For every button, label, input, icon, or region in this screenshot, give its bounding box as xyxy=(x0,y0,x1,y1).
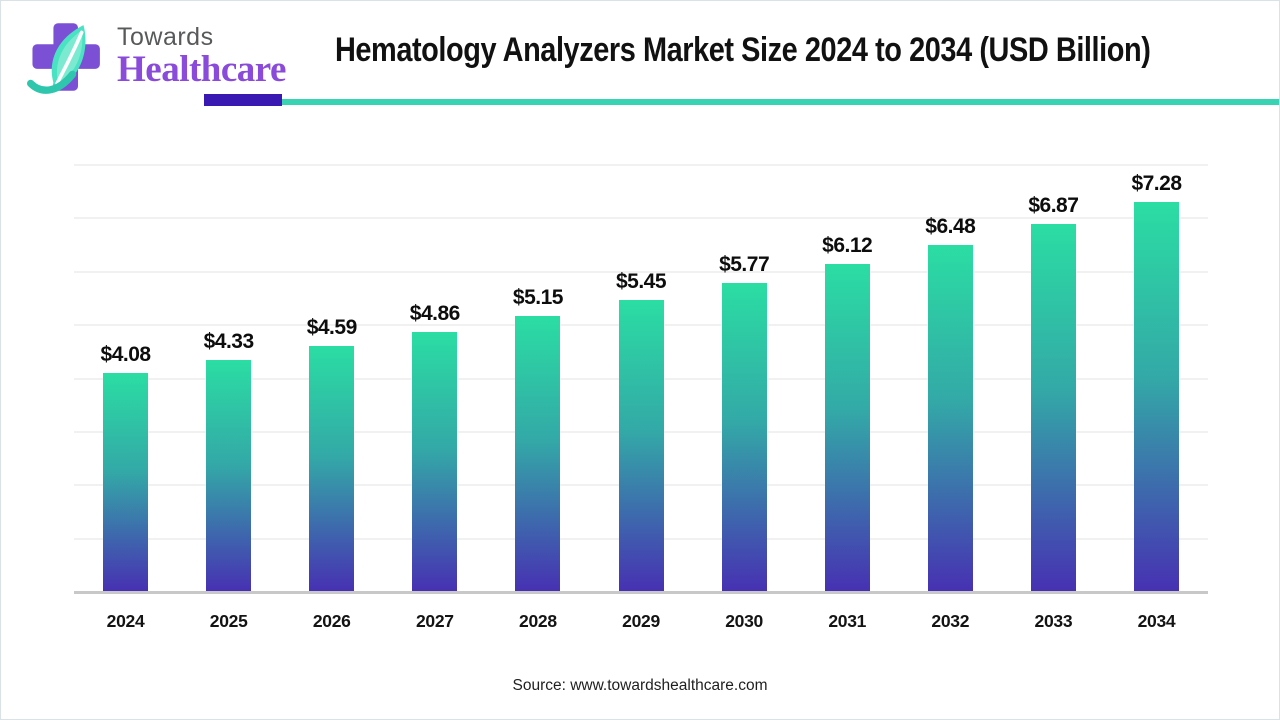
medical-cross-leaf-icon xyxy=(27,23,100,94)
logo-wordmark: Towards Healthcare xyxy=(117,24,286,89)
bar-column: $4.33 xyxy=(177,164,280,591)
bar-value-label: $4.08 xyxy=(100,343,152,367)
bar-value-label: $5.15 xyxy=(512,286,564,310)
gridline xyxy=(74,270,1208,273)
bar-value-label: $4.86 xyxy=(409,301,461,325)
title-underline-teal-accent xyxy=(282,99,1279,105)
bar xyxy=(721,283,767,591)
bar-column: $5.15 xyxy=(486,164,589,591)
bar-value-label: $4.33 xyxy=(203,329,255,353)
x-axis-label: 2024 xyxy=(106,611,145,631)
logo-towards-text: Towards xyxy=(117,23,214,52)
bar-column: $6.12 xyxy=(796,164,899,591)
bar xyxy=(927,245,973,591)
x-axis-label: 2027 xyxy=(415,611,454,631)
x-axis-label: 2025 xyxy=(209,611,248,631)
bar xyxy=(206,359,252,591)
x-axis-label: 2031 xyxy=(828,611,867,631)
x-axis-label: 2032 xyxy=(931,611,970,631)
bar xyxy=(618,300,664,591)
bar xyxy=(1030,224,1076,591)
bar xyxy=(103,373,149,591)
x-axis-labels: 2024 2025 2026 2027 2028 2029 2030 2031 2032 2033… xyxy=(74,611,1208,632)
bar-column: $5.77 xyxy=(693,164,796,591)
gridline xyxy=(74,217,1208,220)
bar-value-label: $6.12 xyxy=(822,234,873,258)
bar-value-label: $6.48 xyxy=(925,215,976,239)
source-text: Source: www.towardshealthcare.com xyxy=(512,677,768,694)
bar xyxy=(824,264,870,591)
towards-healthcare-logo: Towards Healthcare xyxy=(27,17,286,97)
bar-column: $7.28 xyxy=(1105,164,1208,591)
plot-area: $4.08 $4.33 $4.59 $4.86 $5.15 $5.45 $5.7… xyxy=(74,164,1208,594)
bar-column: $5.45 xyxy=(589,164,692,591)
gridline xyxy=(74,164,1208,166)
x-axis-label: 2029 xyxy=(622,611,660,631)
title-underline-purple-accent xyxy=(204,94,282,106)
x-axis-label: 2033 xyxy=(1034,611,1073,631)
bar xyxy=(515,316,561,591)
x-axis-label: 2034 xyxy=(1137,611,1176,631)
bar xyxy=(412,331,458,591)
title-bar: Hematology Analyzers Market Size 2024 to… xyxy=(206,31,1279,70)
bar-value-label: $5.45 xyxy=(615,270,667,294)
logo-healthcare-text: Healthcare xyxy=(117,48,286,90)
bar xyxy=(309,346,355,591)
bar xyxy=(1133,202,1179,591)
x-axis-label: 2030 xyxy=(725,611,763,631)
page-title: Hematology Analyzers Market Size 2024 to… xyxy=(334,31,1151,69)
bar-column: $6.48 xyxy=(899,164,1002,591)
bars-container: $4.08 $4.33 $4.59 $4.86 $5.15 $5.45 $5.7… xyxy=(74,164,1208,591)
bar-value-label: $5.77 xyxy=(719,253,770,277)
bar-column: $4.86 xyxy=(383,164,486,591)
bar-value-label: $4.59 xyxy=(306,316,358,340)
x-axis-label: 2028 xyxy=(519,611,557,631)
bar-column: $4.59 xyxy=(280,164,383,591)
bar-value-label: $6.87 xyxy=(1028,194,1079,218)
bar-column: $4.08 xyxy=(74,164,177,591)
bar-column: $6.87 xyxy=(1002,164,1105,591)
bar-value-label: $7.28 xyxy=(1131,172,1182,196)
x-axis-label: 2026 xyxy=(312,611,351,631)
